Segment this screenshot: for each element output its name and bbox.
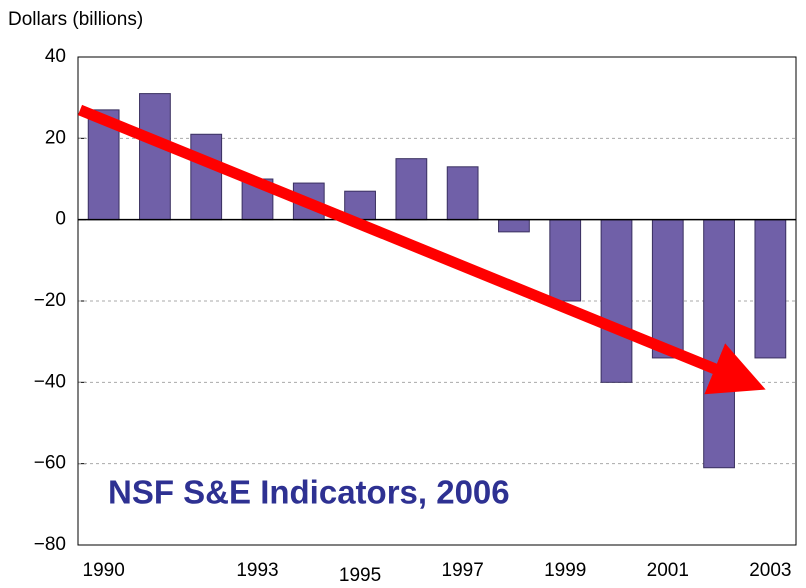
bar: [549, 219, 582, 302]
y-axis-title: Dollars (billions): [8, 9, 143, 30]
y-tick-label: −60: [34, 453, 66, 474]
x-tick-label: 2001: [647, 560, 689, 581]
x-tick-label: 1997: [442, 560, 484, 581]
bar: [498, 219, 530, 233]
plot-area: −80 −60 −40 −20 0 20 40 1990 1993 1995 1997 1999 200…: [34, 46, 796, 586]
x-tick-label: 2003: [749, 560, 791, 581]
y-tick-label: 20: [45, 127, 66, 148]
bar: [754, 219, 787, 359]
annotation: NSF S&E Indicators, 2006: [108, 474, 510, 511]
bar: [600, 219, 633, 383]
y-tick-label: 0: [55, 209, 66, 230]
bar: [703, 219, 735, 469]
y-tick-label: −20: [34, 290, 66, 311]
bar: [446, 166, 479, 221]
y-tick-label: 40: [45, 46, 66, 67]
x-tick-label: 1995: [339, 565, 381, 586]
trend-arrow: [77, 104, 766, 395]
x-tick-label: 1999: [544, 560, 586, 581]
bar: [395, 158, 428, 221]
x-tick-label: 1993: [236, 560, 278, 581]
y-tick-label: −40: [34, 371, 66, 392]
bar: [139, 93, 171, 221]
y-tick-label: −80: [34, 534, 66, 555]
x-tick-label: 1990: [83, 560, 125, 581]
plot-frame: [77, 56, 797, 546]
bar: [651, 219, 684, 359]
bar: [190, 133, 223, 221]
